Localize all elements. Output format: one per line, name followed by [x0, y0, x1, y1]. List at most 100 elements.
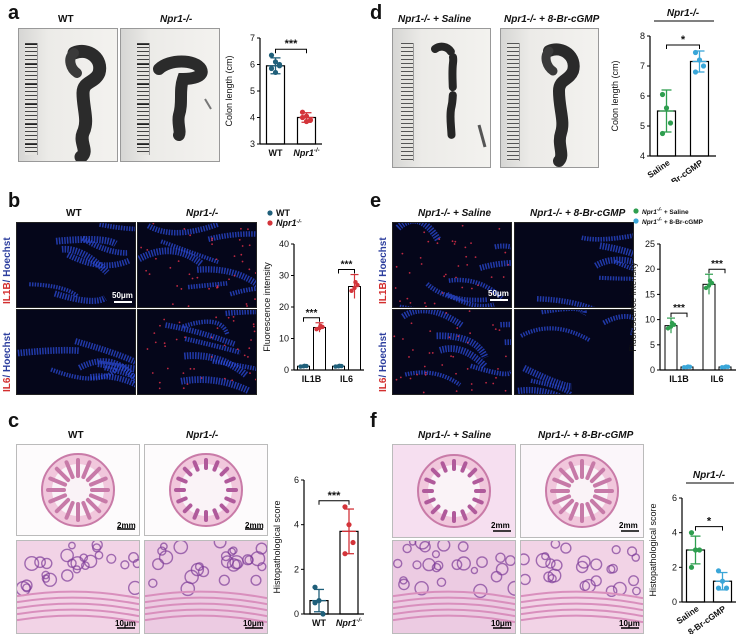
significance-bracket [318, 500, 350, 505]
data-point [659, 91, 666, 98]
marker-signal [248, 347, 251, 350]
marker-signal [393, 335, 396, 338]
data-point [692, 547, 699, 553]
chart-title: Npr1-/- [693, 470, 726, 481]
lumen [428, 465, 480, 517]
tissue-stain [229, 286, 256, 297]
tissue-stain [494, 243, 511, 250]
gland [495, 552, 506, 564]
muscle-layer [145, 614, 267, 624]
y-tick-label: 4 [250, 113, 255, 123]
marker-signal [166, 367, 169, 370]
chart-title: Npr1-/- [667, 8, 700, 19]
marker-signal [504, 251, 507, 254]
tissue-stain [146, 223, 219, 236]
marker-signal [216, 327, 219, 330]
fluorescence-image-b-wt-il1b: 50μm [16, 222, 136, 308]
muscle-layer [393, 608, 515, 618]
marker-signal [208, 287, 210, 290]
data-point [700, 63, 707, 69]
fluorescence-image-b-wt-il6 [16, 309, 136, 395]
gland [80, 561, 90, 571]
crypt [558, 498, 575, 515]
crypt [585, 501, 596, 521]
crypt [472, 477, 484, 485]
marker-signal [474, 256, 477, 258]
marker-signal [243, 354, 246, 357]
marker-signal [211, 237, 214, 240]
marker-signal [498, 329, 501, 332]
gland [128, 580, 139, 596]
gland [41, 570, 51, 580]
data-point [320, 611, 326, 617]
marker-signal [444, 273, 447, 276]
data-point [350, 539, 356, 546]
marker-signal [492, 382, 495, 385]
marker-signal [464, 246, 467, 249]
marker-signal [240, 253, 243, 256]
chart-fluorescence-e: 0 5 10 15 20 25 Fluorescence intensity Npr1-/- … [628, 207, 736, 384]
x-tick-label: IL1B [302, 374, 322, 384]
marker-signal [408, 356, 410, 358]
marker-signal [427, 240, 430, 243]
marker-signal [495, 376, 497, 379]
panel-label-b: b [8, 190, 21, 212]
marker-signal [441, 292, 444, 294]
gland [120, 560, 130, 570]
marker-signal [438, 238, 441, 241]
gland [521, 573, 531, 586]
marker-signal [409, 377, 412, 380]
tissue-stain [182, 319, 230, 336]
tissue-stain [530, 378, 574, 394]
gland [419, 541, 431, 553]
marker-signal [468, 310, 471, 313]
column-title-c-npr1: Npr1-/- [186, 430, 219, 441]
y-tick-label: 15 [645, 289, 655, 299]
marker-signal [457, 335, 460, 338]
marker-signal [177, 260, 180, 263]
marker-signal [248, 244, 251, 247]
x-tick-label: IL1B [669, 374, 689, 384]
data-point [349, 288, 354, 294]
y-tick-label: 4 [640, 151, 645, 161]
marker-signal [250, 339, 252, 341]
tissue-stain [196, 266, 256, 288]
x-tick-label: WT [312, 618, 326, 628]
tissue-stain [581, 233, 633, 242]
row-label-il1b-e: IL1B/ Hoechst [378, 237, 389, 304]
fluorescence-image-e-cgmp-il6 [514, 309, 634, 395]
crypt [552, 477, 572, 488]
histology-c-wt-high: 10μm [16, 540, 140, 634]
crypt [568, 461, 579, 481]
gland [67, 558, 77, 568]
y-tick-label: 4 [294, 520, 299, 530]
crypt [64, 460, 75, 480]
tissue-stain [594, 256, 633, 269]
legend-marker [633, 208, 639, 214]
marker-signal [470, 383, 473, 385]
x-tick-label: Npr1-/- [336, 618, 362, 628]
tissue-stain [436, 332, 489, 360]
marker-signal [249, 372, 251, 375]
data-point [268, 52, 275, 58]
gland [242, 554, 254, 566]
marker-signal [431, 352, 434, 354]
marker-signal [247, 356, 249, 358]
scalebar-label: 10μm [115, 619, 136, 628]
gland [83, 554, 98, 569]
marker-signal [504, 389, 507, 392]
legend-label: WT [276, 208, 290, 218]
significance-label: * [681, 34, 686, 46]
gland [61, 569, 74, 582]
image-title-wt: WT [58, 14, 74, 25]
crypt [460, 461, 468, 473]
marker-signal [253, 330, 256, 333]
gland [218, 574, 230, 586]
muscle-layer [521, 596, 643, 606]
marker-signal [412, 349, 414, 351]
marker-signal [216, 285, 219, 287]
gland [431, 562, 442, 573]
data-point [302, 363, 307, 369]
crypt [176, 496, 188, 504]
marker-signal [254, 298, 256, 300]
